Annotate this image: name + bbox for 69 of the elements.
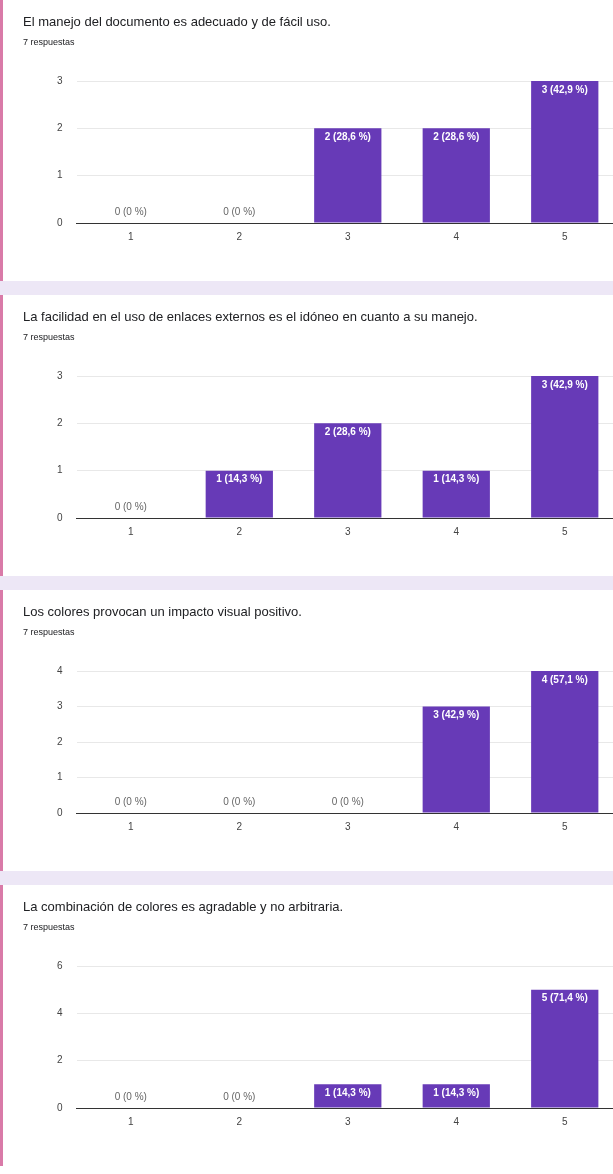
data-label: 0 (0 %) [223, 1090, 256, 1102]
y-tick-label: 6 [57, 959, 63, 971]
data-label: 3 (42,9 %) [541, 378, 588, 390]
data-label: 0 (0 %) [223, 205, 256, 217]
y-tick-label: 1 [57, 464, 63, 476]
y-tick-label: 1 [57, 169, 63, 181]
data-label: 1 (14,3 %) [324, 1087, 371, 1099]
x-tick-label: 4 [453, 1115, 460, 1127]
y-tick-label: 3 [57, 74, 63, 86]
x-tick-label: 3 [345, 525, 351, 537]
data-label: 4 (57,1 %) [541, 673, 588, 685]
data-label: 3 (42,9 %) [541, 83, 588, 95]
x-tick-label: 2 [236, 1115, 243, 1127]
x-tick-label: 2 [236, 820, 243, 832]
data-label: 0 (0 %) [114, 205, 147, 217]
chart-subtitle: 7 respuestas [23, 627, 76, 637]
x-tick-label: 1 [128, 230, 135, 242]
bar [205, 470, 273, 518]
chart-subtitle: 7 respuestas [23, 37, 76, 47]
chart-title: La facilidad en el uso de enlaces externos es el idóneo en cuanto a su manejo. [23, 309, 479, 324]
bar [314, 423, 382, 518]
chart-title: Los colores provocan un impacto visual positivo. [23, 604, 303, 619]
data-label: 0 (0 %) [331, 795, 364, 807]
data-label: 1 (14,3 %) [216, 473, 263, 485]
y-tick-label: 4 [57, 1007, 63, 1019]
bar [422, 470, 490, 518]
y-tick-label: 0 [57, 1101, 63, 1113]
y-tick-label: 0 [57, 216, 63, 228]
x-tick-label: 1 [128, 820, 135, 832]
y-tick-label: 3 [57, 700, 63, 712]
x-tick-label: 4 [453, 525, 460, 537]
x-tick-label: 3 [345, 1115, 351, 1127]
x-tick-label: 5 [561, 525, 568, 537]
x-tick-label: 4 [453, 230, 460, 242]
data-label: 1 (14,3 %) [433, 1087, 480, 1099]
data-label: 0 (0 %) [114, 1090, 147, 1102]
y-tick-label: 1 [57, 771, 63, 783]
x-tick-label: 4 [453, 820, 460, 832]
chart-title: El manejo del documento es adecuado y de fácil uso. [23, 14, 332, 29]
data-label: 3 (42,9 %) [433, 709, 480, 721]
y-tick-label: 3 [57, 369, 63, 381]
y-tick-label: 2 [57, 122, 63, 134]
data-label: 2 (28,6 %) [324, 426, 371, 438]
x-tick-label: 2 [236, 230, 243, 242]
x-tick-label: 5 [561, 820, 568, 832]
data-label: 0 (0 %) [114, 795, 147, 807]
y-tick-label: 0 [57, 806, 63, 818]
data-label: 0 (0 %) [114, 500, 147, 512]
y-tick-label: 2 [57, 735, 63, 747]
y-tick-label: 0 [57, 511, 63, 523]
x-tick-label: 3 [345, 230, 351, 242]
x-tick-label: 1 [128, 1115, 135, 1127]
data-label: 0 (0 %) [223, 795, 256, 807]
x-tick-label: 1 [128, 525, 135, 537]
data-label: 1 (14,3 %) [433, 473, 480, 485]
y-tick-label: 2 [57, 1054, 63, 1066]
data-label: 2 (28,6 %) [433, 131, 480, 143]
x-tick-label: 3 [345, 820, 351, 832]
chart-title: La combinación de colores es agradable y no arbitraria. [23, 899, 345, 914]
data-label: 5 (71,4 %) [541, 992, 588, 1004]
chart-subtitle: 7 respuestas [23, 922, 76, 932]
x-tick-label: 2 [236, 525, 243, 537]
y-tick-label: 2 [57, 417, 63, 429]
y-tick-label: 4 [57, 664, 63, 676]
chart-subtitle: 7 respuestas [23, 332, 76, 342]
data-label: 2 (28,6 %) [324, 131, 371, 143]
x-tick-label: 5 [561, 230, 568, 242]
x-tick-label: 5 [561, 1115, 568, 1127]
bar [531, 376, 599, 518]
